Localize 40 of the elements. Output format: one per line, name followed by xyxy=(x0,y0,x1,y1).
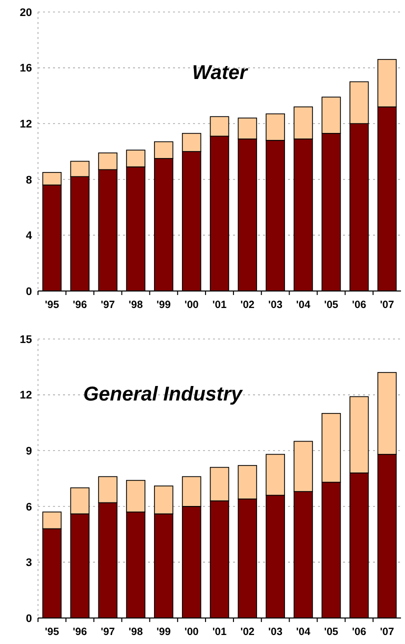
x-tick-label: '04 xyxy=(296,626,311,638)
x-tick-label: '05 xyxy=(324,626,338,638)
y-tick-label: 12 xyxy=(20,118,32,130)
x-tick-label: '00 xyxy=(184,299,199,311)
y-tick-label: 9 xyxy=(26,445,32,458)
x-tick-label: '03 xyxy=(268,299,283,311)
x-tick-label: '01 xyxy=(212,626,227,638)
x-tick-label: '00 xyxy=(184,626,199,638)
y-tick-label: 4 xyxy=(26,230,33,242)
x-tick-label: '96 xyxy=(72,299,88,311)
x-tick-label: '01 xyxy=(212,299,227,311)
x-tick-label: '98 xyxy=(128,626,143,638)
x-tick-label: '03 xyxy=(268,626,283,638)
y-tick-label: 6 xyxy=(26,501,32,514)
x-tick-label: '97 xyxy=(100,626,116,638)
x-tick-label: '06 xyxy=(352,299,366,311)
x-tick-label: '99 xyxy=(156,299,171,311)
x-tick-label: '02 xyxy=(240,626,255,638)
x-tick-label: '05 xyxy=(324,299,338,311)
y-tick-label: 16 xyxy=(20,62,32,75)
x-tick-label: '07 xyxy=(380,626,394,638)
x-tick-label: '95 xyxy=(44,626,60,638)
y-tick-label: 8 xyxy=(26,174,32,186)
x-tick-label: '04 xyxy=(296,299,311,311)
x-tick-label: '02 xyxy=(240,299,255,311)
x-tick-label: '95 xyxy=(44,299,60,311)
x-tick-label: '96 xyxy=(72,626,88,638)
x-tick-label: '98 xyxy=(128,299,143,311)
text: Water xyxy=(192,62,249,84)
y-tick-label: 3 xyxy=(26,557,32,570)
y-tick-label: 12 xyxy=(20,390,32,402)
y-tick-label: 15 xyxy=(20,334,32,346)
y-tick-label: 0 xyxy=(26,612,32,625)
x-tick-label: '06 xyxy=(352,626,366,638)
x-tick-label: '97 xyxy=(100,299,116,311)
x-tick-label: '99 xyxy=(156,626,171,638)
x-tick-label: '07 xyxy=(380,299,394,311)
text: General Industry xyxy=(83,383,244,406)
y-tick-label: 0 xyxy=(26,286,32,298)
y-tick-label: 20 xyxy=(20,6,32,19)
